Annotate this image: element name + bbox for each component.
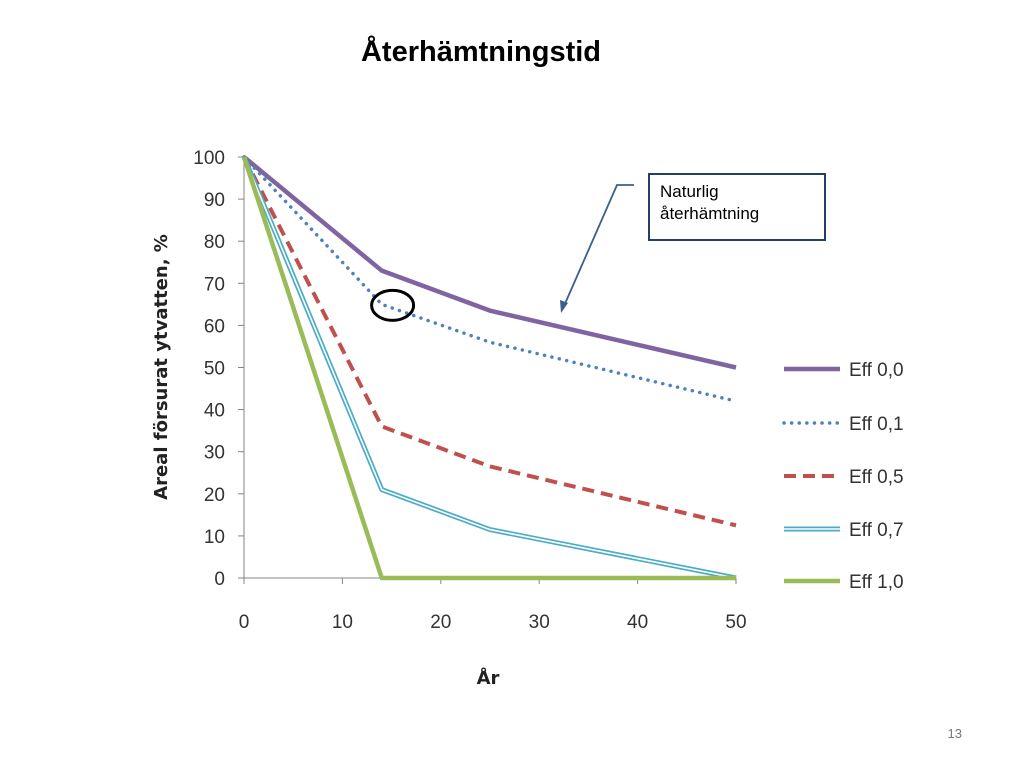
y-tick-label: 10 (204, 527, 225, 548)
x-axis-title: År (477, 666, 500, 689)
chart-legend: Eff 0,0 Eff 0,1 Eff 0,5 Eff 0,7 Eff 1,0 (782, 360, 904, 593)
chart-series (241, 155, 738, 581)
callout-arrow-line (563, 184, 634, 307)
legend-label-4: Eff 1,0 (849, 572, 904, 593)
page-number: 13 (947, 726, 962, 741)
x-tick-label: 40 (627, 612, 648, 633)
callout-arrowhead (560, 300, 568, 313)
slide-title: Återhämtningstid (360, 36, 602, 68)
y-tick-label: 60 (204, 316, 225, 337)
chart-annotations (370, 184, 634, 322)
y-tick-label: 0 (214, 569, 225, 590)
series-line-3-inner (243, 156, 737, 579)
legend-label-1: Eff 0,1 (849, 414, 904, 435)
x-tick-label: 10 (332, 612, 353, 633)
series-line-1 (242, 155, 738, 403)
y-tick-label: 20 (204, 485, 225, 506)
y-tick-label: 80 (204, 232, 225, 253)
y-tick-label: 40 (204, 401, 225, 422)
callout-line-1: Naturlig (660, 182, 719, 201)
x-tick-label: 30 (529, 612, 550, 633)
callout-box: Naturlig återhämtning (648, 173, 826, 241)
series-line-4 (241, 156, 736, 581)
x-tick-label: 0 (239, 612, 250, 633)
series-line-0 (242, 155, 737, 370)
chart-ticks: 0 10 20 30 40 50 60 70 80 90 100 0 10 20 30 40 50 (193, 148, 746, 633)
annotation-circle (370, 288, 416, 322)
y-tick-label: 30 (204, 443, 225, 464)
y-tick-label: 90 (204, 190, 225, 211)
y-tick-label: 50 (204, 359, 225, 380)
callout-line-2: återhämtning (660, 204, 760, 223)
y-axis-title: Areal försurat ytvatten, % (151, 234, 172, 500)
y-tick-label: 100 (193, 148, 225, 169)
legend-label-2: Eff 0,5 (849, 467, 904, 488)
legend-label-3: Eff 0,7 (849, 520, 904, 541)
legend-label-0: Eff 0,0 (849, 360, 904, 381)
y-tick-label: 70 (204, 274, 225, 295)
x-tick-label: 50 (725, 612, 746, 633)
x-tick-label: 20 (430, 612, 451, 633)
